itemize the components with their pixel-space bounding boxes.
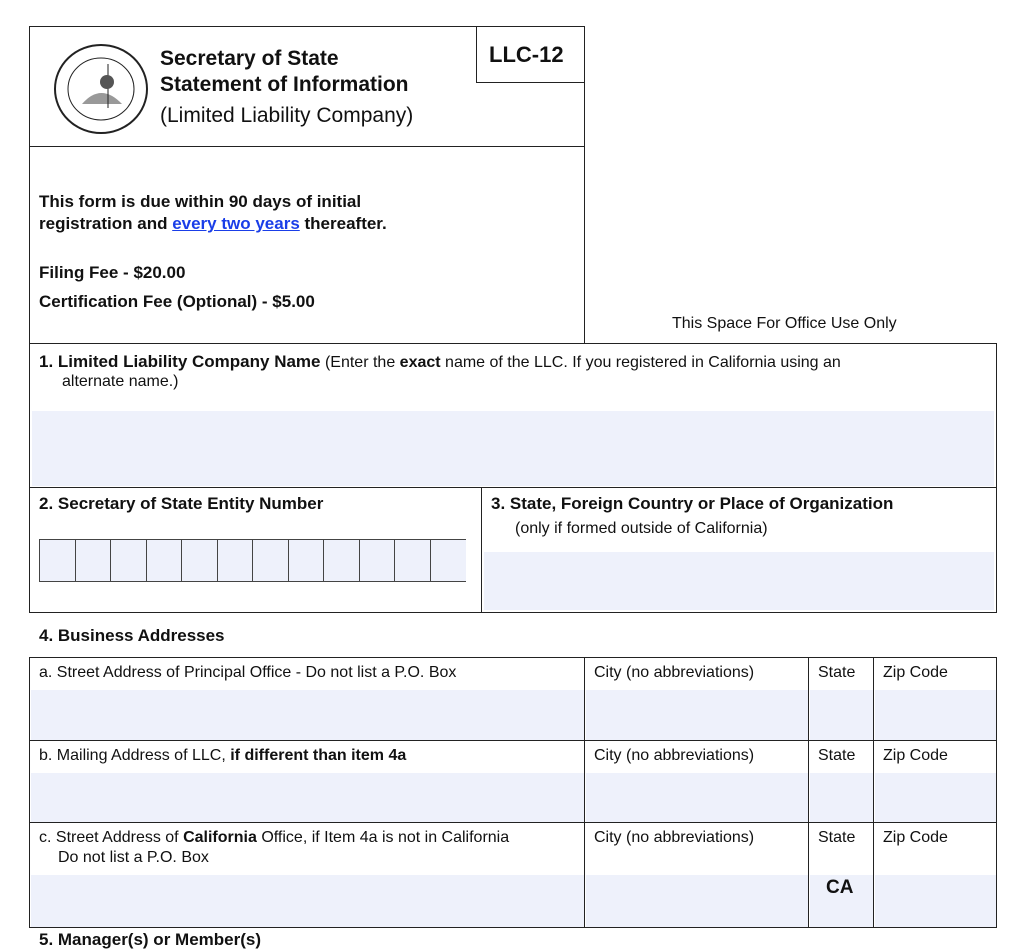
city-label: City (no abbreviations) <box>594 747 755 764</box>
s1-post: name of the LLC. If you registered in Ca… <box>440 354 841 371</box>
address-label: a. Street Address of Principal Office - … <box>39 664 456 682</box>
section-1: 1. Limited Liability Company Name (Enter… <box>29 343 997 488</box>
section-2: 2. Secretary of State Entity Number <box>29 487 482 613</box>
s3-title: 3. State, Foreign Country or Place of Or… <box>491 494 894 513</box>
s3-subtitle: (only if formed outside of California) <box>515 520 768 537</box>
header-box: Secretary of State Statement of Informat… <box>29 26 585 147</box>
header-subtitle: (Limited Liability Company) <box>160 104 414 127</box>
every-two-years-link[interactable]: every two years <box>172 214 300 233</box>
certification-fee: Certification Fee (Optional) - $5.00 <box>39 292 315 311</box>
s5-title: 5. Manager(s) or Member(s) <box>39 930 261 949</box>
due-text-line1: This form is due within 90 days of initi… <box>39 192 362 211</box>
address-c-street-input[interactable] <box>31 875 584 927</box>
address-a-state-cell: State <box>808 657 874 741</box>
entity-number-input[interactable] <box>39 539 466 582</box>
s1-bold: exact <box>399 354 441 371</box>
header-title-line2: Statement of Information <box>160 73 409 96</box>
address-label-line2: Do not list a P.O. Box <box>58 849 209 866</box>
filing-fee: Filing Fee - $20.00 <box>39 263 186 282</box>
entity-digit-cell[interactable] <box>253 540 289 581</box>
entity-digit-cell[interactable] <box>75 540 111 581</box>
address-b-street-cell: b. Mailing Address of LLC, if different … <box>29 740 585 823</box>
city-label: City (no abbreviations) <box>594 664 755 681</box>
s2-title: 2. Secretary of State Entity Number <box>39 494 324 513</box>
address-a-zip-input[interactable] <box>875 690 996 740</box>
address-c-street-cell: Do not list a P.O. Box c. Street Address … <box>29 822 585 928</box>
entity-digit-cell[interactable] <box>395 540 431 581</box>
address-a-street-input[interactable] <box>31 690 584 740</box>
state-label: State <box>818 747 856 764</box>
s1-title: 1. Limited Liability Company Name <box>39 352 321 371</box>
place-of-organization-input[interactable] <box>484 552 994 610</box>
label-post: Office, if Item 4a is not in California <box>256 829 510 846</box>
form-id: LLC-12 <box>489 42 564 67</box>
info-box: This form is due within 90 days of initi… <box>29 146 585 344</box>
entity-digit-cell[interactable] <box>324 540 360 581</box>
label-pre: a. Street Address of Principal Office - … <box>39 664 457 681</box>
address-b-state-input[interactable] <box>810 773 873 822</box>
address-a-state-input[interactable] <box>810 690 873 740</box>
state-label: State <box>818 829 856 846</box>
section-3: 3. State, Foreign Country or Place of Or… <box>481 487 997 613</box>
s4-title: 4. Business Addresses <box>39 626 225 645</box>
address-b-state-cell: State <box>808 740 874 823</box>
due-text-line2: registration and every two years thereaf… <box>39 214 387 234</box>
california-seal-icon <box>54 44 148 134</box>
zip-label: Zip Code <box>883 664 948 681</box>
entity-digit-cell[interactable] <box>146 540 182 581</box>
address-c-state-input[interactable] <box>810 875 873 927</box>
address-a-city-cell: City (no abbreviations) <box>584 657 809 741</box>
office-use-label: This Space For Office Use Only <box>672 315 897 332</box>
address-b-zip-input[interactable] <box>875 773 996 822</box>
label-pre: b. Mailing Address of LLC, <box>39 747 231 764</box>
due-text-post: thereafter. <box>299 214 387 233</box>
s1-label-line2: alternate name.) <box>62 373 179 390</box>
s1-label: 1. Limited Liability Company Name (Enter… <box>39 352 841 372</box>
form-id-box: LLC-12 <box>476 26 585 83</box>
label-bold: California <box>183 829 257 846</box>
address-c-city-cell: City (no abbreviations) <box>584 822 809 928</box>
label-pre: c. Street Address of <box>39 829 184 846</box>
entity-digit-cell[interactable] <box>217 540 253 581</box>
entity-digit-cell[interactable] <box>288 540 324 581</box>
due-text-pre: registration and <box>39 214 173 233</box>
address-c-city-input[interactable] <box>586 875 808 927</box>
entity-digit-cell[interactable] <box>182 540 218 581</box>
address-a-zip-cell: Zip Code <box>873 657 997 741</box>
address-a-city-input[interactable] <box>586 690 808 740</box>
address-a-street-cell: a. Street Address of Principal Office - … <box>29 657 585 741</box>
state-value: CA <box>826 877 854 898</box>
label-bold: if different than item 4a <box>230 747 407 764</box>
address-c-zip-cell: Zip Code <box>873 822 997 928</box>
llc-name-input[interactable] <box>32 411 994 486</box>
address-c-zip-input[interactable] <box>875 875 996 927</box>
address-b-street-input[interactable] <box>31 773 584 822</box>
entity-digit-cell[interactable] <box>40 540 76 581</box>
address-label: c. Street Address of California Office, … <box>39 829 509 847</box>
address-b-city-cell: City (no abbreviations) <box>584 740 809 823</box>
state-label: State <box>818 664 856 681</box>
zip-label: Zip Code <box>883 747 948 764</box>
city-label: City (no abbreviations) <box>594 829 755 846</box>
address-c-state-cell: State CA <box>808 822 874 928</box>
entity-digit-cell[interactable] <box>430 540 466 581</box>
entity-digit-cell[interactable] <box>111 540 147 581</box>
address-label: b. Mailing Address of LLC, if different … <box>39 747 406 765</box>
entity-digit-cell[interactable] <box>359 540 395 581</box>
header-title-line1: Secretary of State <box>160 47 339 70</box>
address-b-zip-cell: Zip Code <box>873 740 997 823</box>
s1-pre: (Enter the <box>320 354 400 371</box>
zip-label: Zip Code <box>883 829 948 846</box>
address-b-city-input[interactable] <box>586 773 808 822</box>
